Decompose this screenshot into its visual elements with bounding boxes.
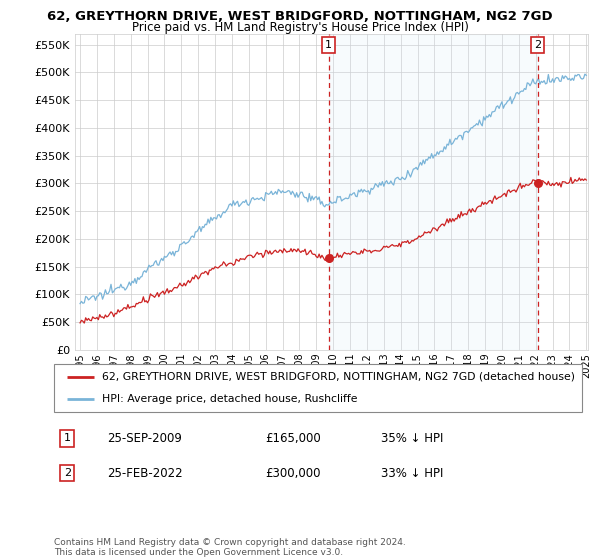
Point [533,179,542,188]
Text: 2: 2 [534,40,541,50]
Text: 35% ↓ HPI: 35% ↓ HPI [382,432,444,445]
Text: 2: 2 [64,468,71,478]
Text: 1: 1 [64,433,71,444]
Text: 25-SEP-2009: 25-SEP-2009 [107,432,182,445]
Text: 1: 1 [325,40,332,50]
Bar [329,34,538,350]
Text: £165,000: £165,000 [265,432,321,445]
Text: Price paid vs. HM Land Registry's House Price Index (HPI): Price paid vs. HM Land Registry's House … [131,21,469,34]
Text: 62, GREYTHORN DRIVE, WEST BRIDGFORD, NOTTINGHAM, NG2 7GD (detached house): 62, GREYTHORN DRIVE, WEST BRIDGFORD, NOT… [101,372,575,382]
Text: 33% ↓ HPI: 33% ↓ HPI [382,466,444,480]
Point [324,254,334,263]
Text: 25-FEB-2022: 25-FEB-2022 [107,466,182,480]
Text: Contains HM Land Registry data © Crown copyright and database right 2024.
This d: Contains HM Land Registry data © Crown c… [54,538,406,557]
Text: 62, GREYTHORN DRIVE, WEST BRIDGFORD, NOTTINGHAM, NG2 7GD: 62, GREYTHORN DRIVE, WEST BRIDGFORD, NOT… [47,10,553,22]
Text: HPI: Average price, detached house, Rushcliffe: HPI: Average price, detached house, Rush… [101,394,357,404]
Text: £300,000: £300,000 [265,466,321,480]
